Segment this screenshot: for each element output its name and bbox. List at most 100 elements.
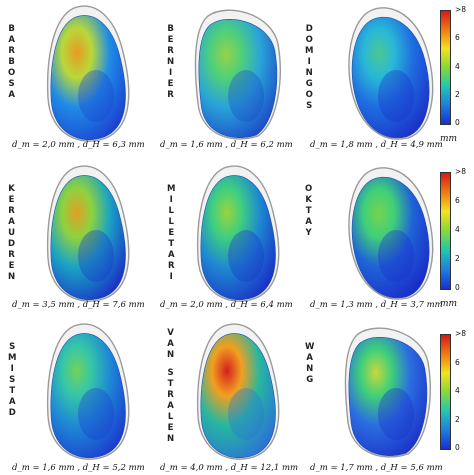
method-label-letter: S <box>167 368 174 378</box>
method-label-letter: I <box>10 364 14 374</box>
method-label-letter: S <box>306 101 313 111</box>
method-label-letter: B <box>167 24 174 34</box>
method-label-letter: L <box>167 412 174 422</box>
colorbar <box>440 172 451 290</box>
distance-metrics: d_m = 3,5 mm , d_H = 7,6 mm <box>12 300 145 310</box>
method-label-letter: R <box>8 46 15 56</box>
method-label-letter: E <box>8 261 15 271</box>
mesh-surface-render <box>46 165 130 302</box>
method-label-letter: S <box>8 79 15 89</box>
method-label-letter: T <box>9 386 16 396</box>
mesh-surface-render <box>348 167 434 300</box>
mesh-surface-render <box>196 323 280 460</box>
method-label-letter: W <box>305 342 315 352</box>
method-label-letter: I <box>169 195 173 205</box>
colorbar-tick-label: >8 <box>455 329 467 338</box>
method-label-letter: A <box>8 397 16 407</box>
distance-metrics: d_m = 2,0 mm , d_H = 6,3 mm <box>12 140 145 150</box>
colorbar-tick-label: 2 <box>455 414 460 424</box>
distance-colored-surface <box>351 16 430 139</box>
colorbar-unit: mm <box>440 299 458 309</box>
method-label-letter: B <box>8 57 15 67</box>
distance-metrics: d_m = 1,6 mm , d_H = 5,2 mm <box>12 463 145 473</box>
method-label-letter: O <box>8 68 16 78</box>
colorbar-tick-label: 4 <box>455 61 460 71</box>
method-label-letter: R <box>167 46 174 56</box>
method-label-letter: A <box>8 90 15 100</box>
method-label-letter: D <box>8 408 16 418</box>
colorbar-tick-label: >8 <box>455 167 467 176</box>
method-label-letter: V <box>167 328 174 338</box>
method-label-letter <box>169 361 172 368</box>
method-label-letter: N <box>8 272 16 282</box>
colorbar-tick-label: 6 <box>455 33 460 43</box>
distance-colored-surface <box>50 15 126 141</box>
colorbar-tick-label: 4 <box>455 225 460 234</box>
distance-colored-surface <box>200 333 276 459</box>
method-label-letter: A <box>306 353 313 363</box>
method-label-letter: O <box>305 35 313 45</box>
distance-metrics: d_m = 1,7 mm , d_H = 5,6 mm <box>310 463 443 473</box>
method-label-letter: O <box>305 184 313 194</box>
colorbar-tick-label: >8 <box>455 5 467 14</box>
method-label-letter: T <box>167 379 174 389</box>
distance-metrics: d_m = 1,3 mm , d_H = 3,7 mm <box>310 300 443 310</box>
low-error-region <box>378 230 414 282</box>
colorbar-tick-label: 6 <box>455 196 460 205</box>
distance-metrics: d_m = 1,6 mm , d_H = 6,2 mm <box>160 140 293 150</box>
method-label-letter: O <box>305 90 313 100</box>
mesh-surface-render <box>46 5 130 142</box>
method-label-letter: K <box>8 184 15 194</box>
method-label-letter: E <box>167 79 174 89</box>
method-label-letter: E <box>168 228 175 238</box>
method-label-letter: R <box>8 250 15 260</box>
method-label-letter: M <box>8 353 17 363</box>
method-label-letter: N <box>167 434 175 444</box>
distance-colored-surface <box>50 333 126 459</box>
colorbar-tick-label: 6 <box>455 357 460 367</box>
method-label-letter: D <box>305 24 313 34</box>
method-label-letter: A <box>305 217 312 227</box>
colorbar-tick-label: 0 <box>455 283 460 292</box>
method-label-letter: N <box>167 350 175 360</box>
distance-metrics: d_m = 4,0 mm , d_H = 12,1 mm <box>160 463 299 473</box>
method-label-letter: A <box>8 217 15 227</box>
distance-colored-surface <box>200 175 276 301</box>
method-label-letter: D <box>8 239 16 249</box>
colorbar-tick-label: 4 <box>455 386 460 395</box>
colorbar <box>440 10 451 125</box>
colorbar-tick-label: 2 <box>455 254 460 263</box>
method-label-letter: I <box>307 57 311 67</box>
mesh-surface-render <box>46 323 130 460</box>
distance-colored-surface <box>351 176 430 299</box>
method-label-letter: M <box>167 184 176 194</box>
method-label-letter: E <box>8 195 15 205</box>
low-error-region <box>78 230 114 282</box>
mesh-surface-render <box>194 9 281 140</box>
method-label-letter: B <box>8 24 15 34</box>
method-label-letter: R <box>167 261 175 271</box>
low-error-region <box>78 70 114 122</box>
distance-colored-surface <box>50 175 126 301</box>
low-error-region <box>228 230 264 282</box>
method-label-letter: L <box>168 217 174 227</box>
method-label-letter: N <box>306 364 314 374</box>
method-label-letter: T <box>168 239 175 249</box>
colorbar <box>440 334 451 450</box>
method-label-letter: A <box>167 401 174 411</box>
method-label-letter: U <box>8 228 16 238</box>
method-label-letter: G <box>306 375 314 385</box>
method-label-letter: Y <box>305 228 312 238</box>
method-label-letter: A <box>167 250 175 260</box>
distance-colored-surface <box>198 19 278 138</box>
method-label-letter: K <box>305 195 312 205</box>
